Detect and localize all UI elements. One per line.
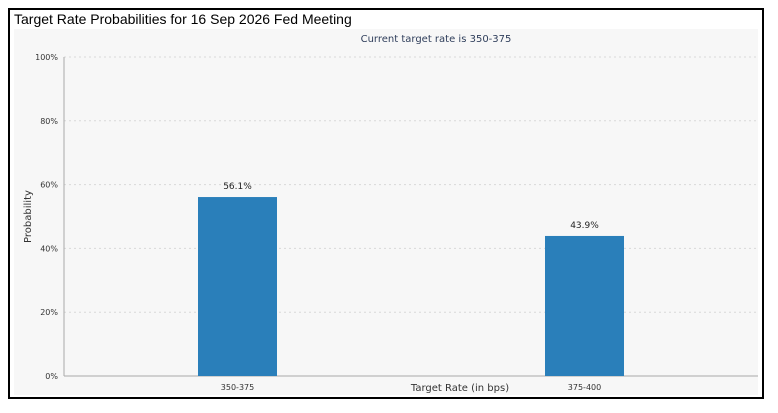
bars xyxy=(198,197,624,376)
x-axis-label: Target Rate (in bps) xyxy=(410,383,509,394)
y-tick-label: 60% xyxy=(40,181,58,190)
data-labels: 56.1% 43.9% xyxy=(223,182,599,231)
data-label: 56.1% xyxy=(223,182,252,192)
x-tick-label: 375-400 xyxy=(568,383,601,392)
bar-chart: Current target rate is 350-375 Probabili… xyxy=(23,34,758,394)
y-axis-label: Probability xyxy=(23,190,34,243)
x-tick-labels: 350-375 375-400 xyxy=(221,383,601,392)
y-tick-label: 80% xyxy=(40,117,58,126)
y-tick-label: 0% xyxy=(45,372,58,381)
chart-frame: Target Rate Probabilities for 16 Sep 202… xyxy=(8,8,764,399)
y-tick-labels: 0% 20% 40% 60% 80% 100% xyxy=(35,53,58,381)
y-tick-label: 40% xyxy=(40,244,58,253)
y-tick-label: 20% xyxy=(40,308,58,317)
gridlines xyxy=(63,56,758,377)
bar-350-375[interactable] xyxy=(198,197,277,376)
chart-title: Target Rate Probabilities for 16 Sep 202… xyxy=(14,11,352,27)
bar-375-400[interactable] xyxy=(545,235,624,376)
x-tick-label: 350-375 xyxy=(221,383,254,392)
chart-subtitle: Current target rate is 350-375 xyxy=(361,34,512,45)
chart-area: Current target rate is 350-375 Probabili… xyxy=(14,29,758,395)
data-label: 43.9% xyxy=(570,221,599,231)
y-tick-label: 100% xyxy=(35,53,58,62)
